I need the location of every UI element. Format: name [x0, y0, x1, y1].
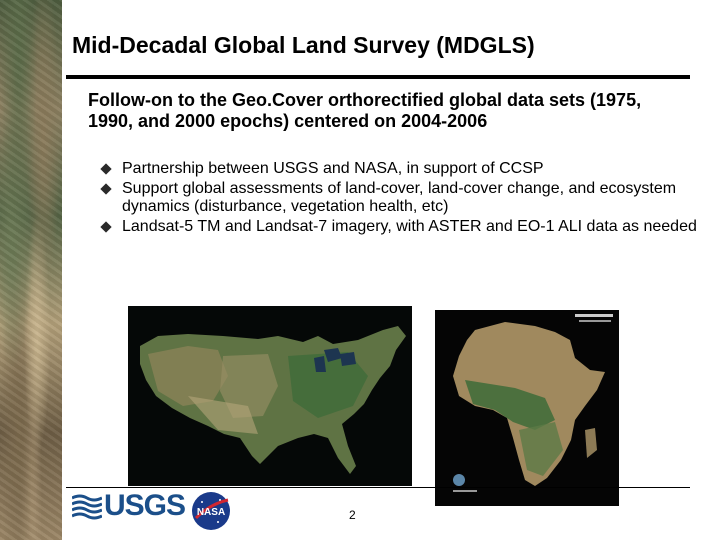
africa-satellite-image	[435, 310, 619, 506]
diamond-bullet-icon	[100, 183, 112, 195]
bullet-item: Support global assessments of land-cover…	[100, 180, 700, 216]
bullet-list: Partnership between USGS and NASA, in su…	[100, 160, 700, 238]
bullet-text: Partnership between USGS and NASA, in su…	[122, 160, 544, 177]
title-divider	[66, 75, 690, 79]
satellite-image-strip	[0, 0, 62, 540]
bullet-text: Landsat-5 TM and Landsat-7 imagery, with…	[122, 218, 697, 235]
usgs-wave-icon	[72, 492, 102, 520]
bullet-text: Support global assessments of land-cover…	[122, 180, 677, 215]
slide-title: Mid-Decadal Global Land Survey (MDGLS)	[72, 32, 535, 58]
usgs-wordmark: USGS	[104, 489, 186, 522]
lead-paragraph: Follow-on to the Geo.Cover orthorectifie…	[88, 90, 642, 131]
usgs-logo: USGS	[72, 489, 186, 522]
bullet-item: Partnership between USGS and NASA, in su…	[100, 160, 700, 178]
usa-satellite-image	[128, 306, 412, 486]
diamond-bullet-icon	[100, 221, 112, 233]
page-number: 2	[349, 508, 356, 522]
diamond-bullet-icon	[100, 163, 112, 175]
nasa-logo-icon: NASA	[192, 492, 230, 530]
bullet-item: Landsat-5 TM and Landsat-7 imagery, with…	[100, 218, 700, 236]
footer-divider	[66, 487, 690, 488]
nasa-wordmark: NASA	[197, 507, 225, 518]
